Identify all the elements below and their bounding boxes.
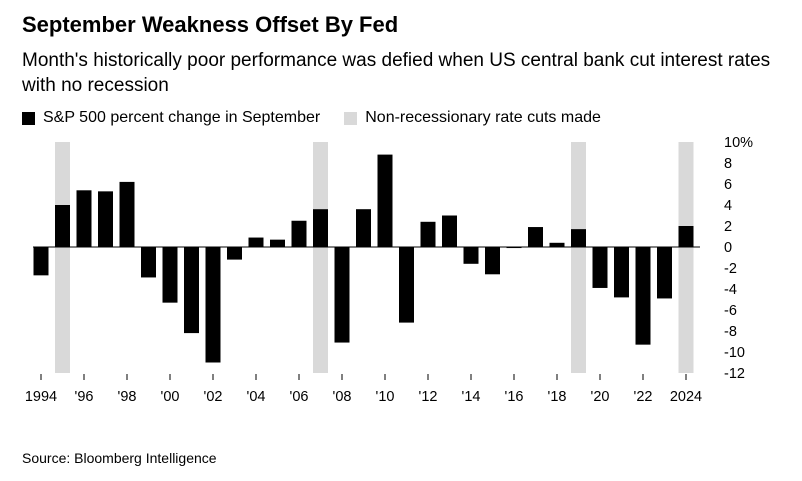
bar-2008 <box>334 247 350 343</box>
x-tick-label: '12 <box>419 389 438 405</box>
bar-2013 <box>442 215 457 247</box>
bar-2006 <box>291 220 307 247</box>
y-tick-label: -12 <box>724 366 745 382</box>
x-tick-label: '08 <box>333 389 352 405</box>
x-tick-label: '98 <box>118 389 137 405</box>
y-tick-label: -6 <box>724 303 737 319</box>
legend-item-shade: Non-recessionary rate cuts made <box>344 109 601 127</box>
y-tick-label: 0 <box>724 240 732 256</box>
bar-2018 <box>549 242 565 247</box>
legend-label-shade: Non-recessionary rate cuts made <box>365 109 601 126</box>
y-tick-label: 4 <box>724 198 732 214</box>
x-tick-label: '20 <box>591 389 610 405</box>
x-tick-label: '18 <box>548 389 567 405</box>
x-tick-label: '04 <box>247 389 266 405</box>
chart-title: September Weakness Offset By Fed <box>22 12 399 37</box>
bar-2014 <box>463 247 479 264</box>
bar-2019 <box>571 229 586 247</box>
rate-cut-shade-2024 <box>678 142 694 373</box>
bar-1994 <box>33 247 49 276</box>
x-tick-label: '96 <box>75 389 94 405</box>
y-axis: 10% 8 6 4 2 0 -2 -4 -6 -8 -10 -12 <box>724 135 753 382</box>
x-axis: 1994 '96 '98 '00 '02 '04 '06 '08 '10 '12 '14 '16 '18… <box>25 374 702 405</box>
bar-2021 <box>614 247 629 298</box>
y-tick-label: -8 <box>724 324 737 340</box>
bar-1996 <box>76 190 92 247</box>
bar-1997 <box>98 191 113 247</box>
bar-swatch <box>22 111 35 125</box>
bar-2023 <box>657 247 672 299</box>
y-tick-label: 2 <box>724 219 732 235</box>
y-tick-label: 6 <box>724 177 732 193</box>
bar-2022 <box>635 247 651 345</box>
bar-2010 <box>377 154 393 247</box>
x-tick-label: 2024 <box>670 389 702 405</box>
bar-2005 <box>270 239 285 247</box>
legend-item-bars: S&P 500 percent change in September <box>22 109 320 127</box>
bar-2009 <box>356 209 371 247</box>
bar-2003 <box>227 247 242 260</box>
bar-2004 <box>248 237 264 247</box>
x-tick-label: '06 <box>290 389 309 405</box>
bar-2002 <box>205 247 221 363</box>
legend-label-bars: S&P 500 percent change in September <box>43 109 321 126</box>
x-tick-label: '14 <box>462 389 481 405</box>
shaded-regions <box>55 142 694 373</box>
y-tick-label: -2 <box>724 261 737 277</box>
rate-cut-shade-1995 <box>55 142 70 373</box>
rate-cut-shade-2019 <box>571 142 586 373</box>
x-tick-label: '16 <box>505 389 524 405</box>
bar-2015 <box>485 247 500 275</box>
x-tick-label: '10 <box>376 389 395 405</box>
bar-2000 <box>162 247 178 303</box>
x-tick-label: '02 <box>204 389 223 405</box>
y-tick-label: 8 <box>724 156 732 172</box>
bar-2007 <box>313 209 328 247</box>
bar-2020 <box>592 247 608 288</box>
bars <box>33 154 694 363</box>
bar-2017 <box>528 227 543 247</box>
bar-2024 <box>678 226 694 247</box>
x-tick-label: '22 <box>634 389 653 405</box>
bar-2016 <box>506 247 522 249</box>
legend: S&P 500 percent change in September Non-… <box>22 108 625 128</box>
x-tick-label: 1994 <box>25 389 57 405</box>
bar-1995 <box>55 205 70 247</box>
bar-2011 <box>399 247 414 323</box>
source-note: Source: Bloomberg Intelligence <box>22 450 217 466</box>
y-tick-label: -10 <box>724 345 745 361</box>
y-tick-label: -4 <box>724 282 737 298</box>
chart-subtitle: Month's historically poor performance wa… <box>22 50 771 96</box>
rate-cut-shade-2007 <box>313 142 328 373</box>
bar-2012 <box>420 221 436 247</box>
bar-2001 <box>184 247 199 334</box>
shade-swatch <box>344 111 358 125</box>
y-tick-label: 10% <box>724 135 753 151</box>
bar-1998 <box>119 181 135 247</box>
bar-1999 <box>141 247 156 278</box>
x-tick-label: '00 <box>161 389 180 405</box>
